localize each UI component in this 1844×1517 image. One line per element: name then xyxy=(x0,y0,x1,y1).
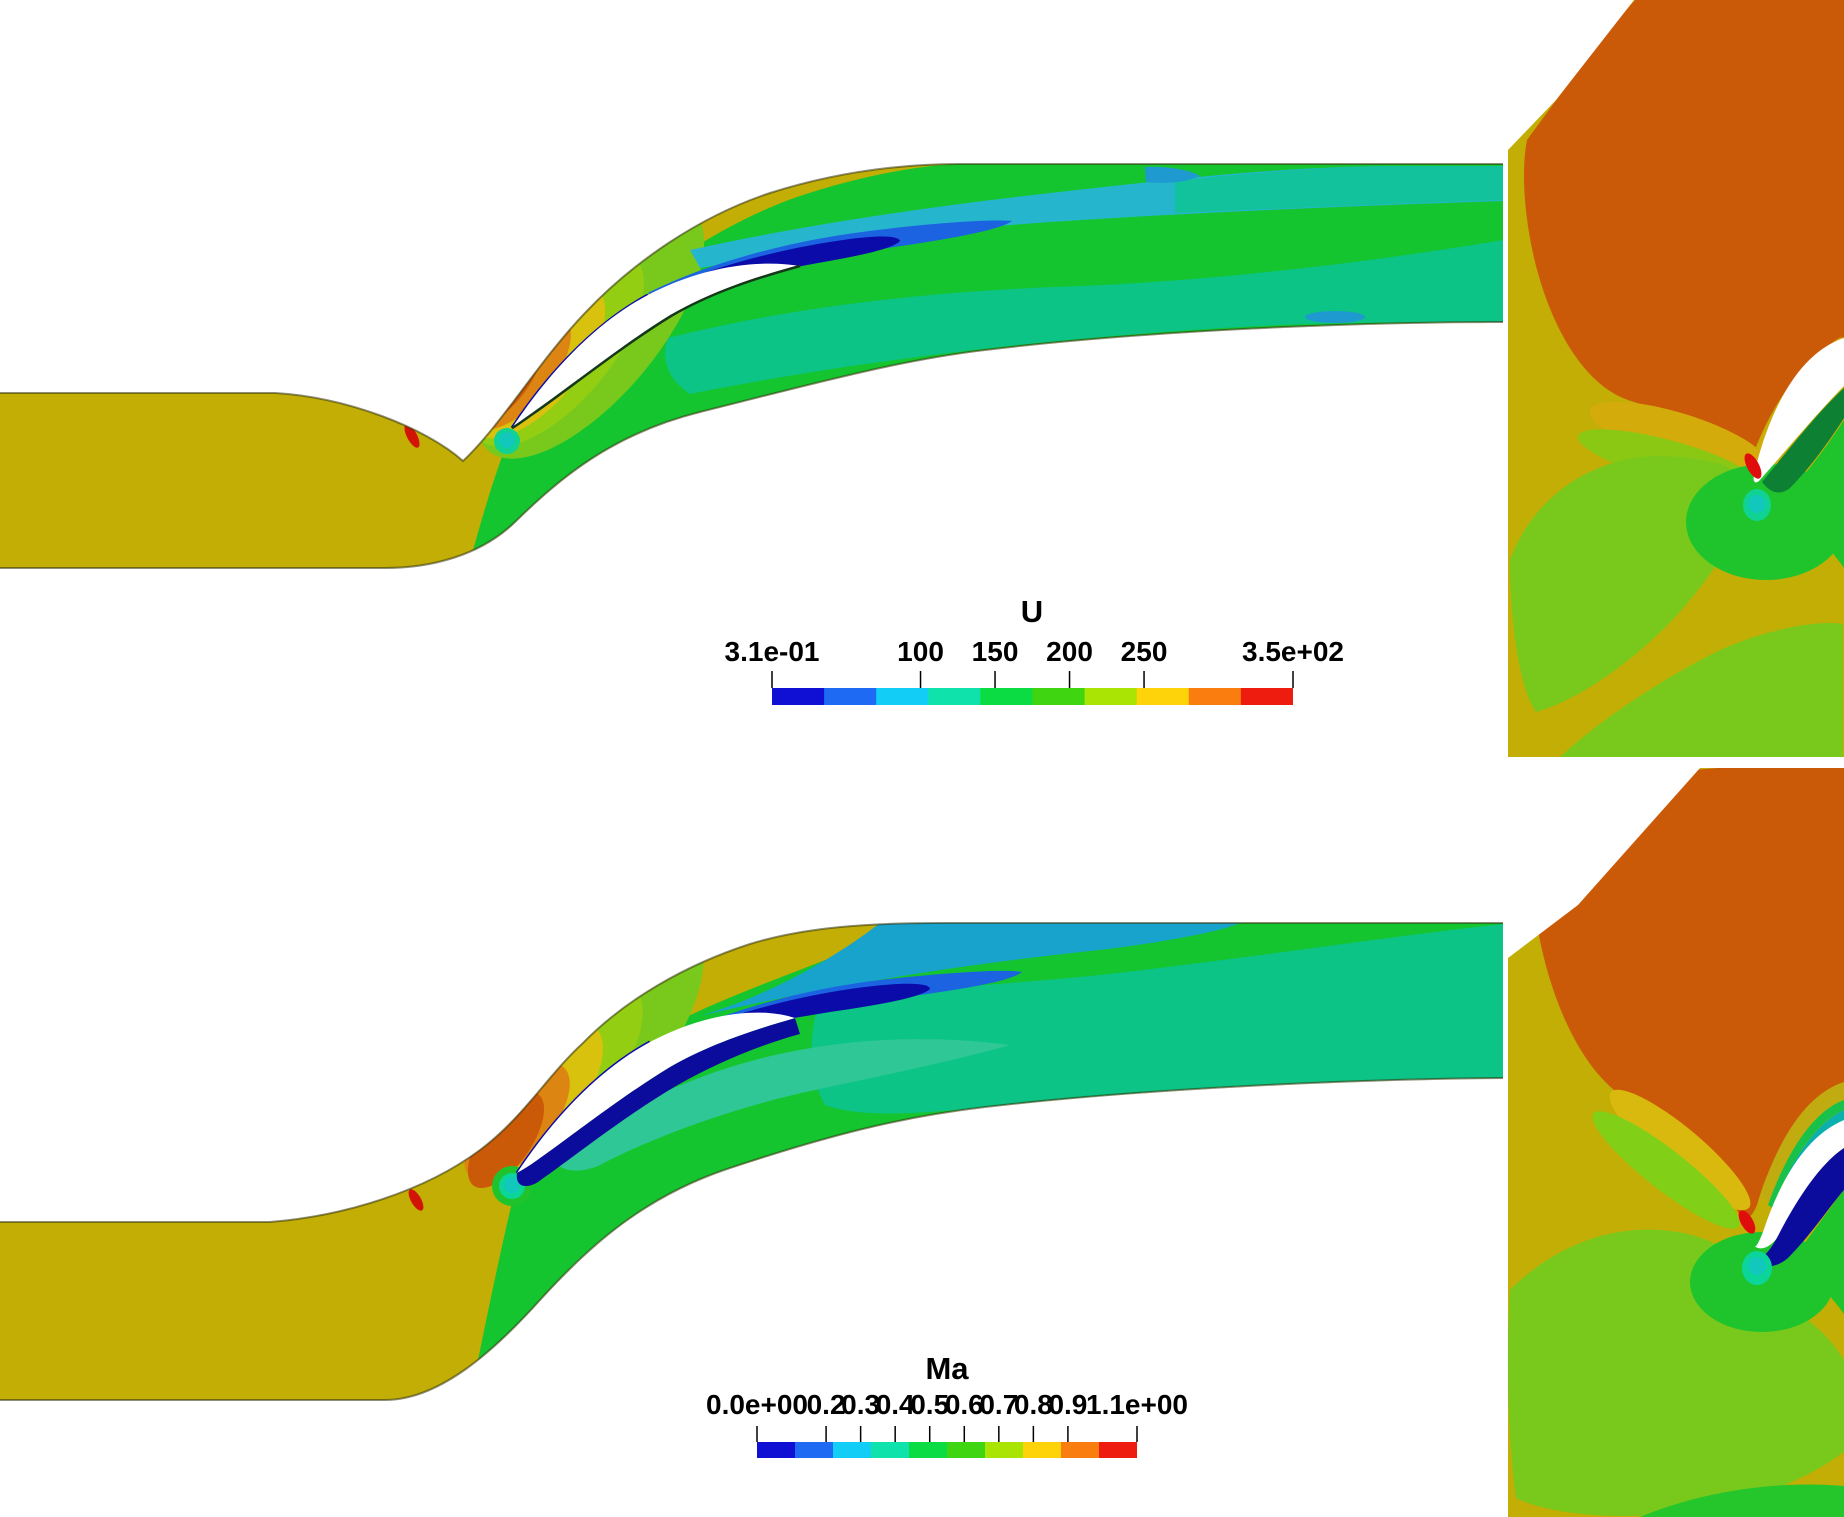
colorbar-segment xyxy=(795,1442,834,1458)
colorbar-tick-label: 0.8 xyxy=(1014,1389,1053,1420)
colorbar-ma-max-label: 1.1e+00 xyxy=(1086,1389,1188,1420)
colorbar-segment xyxy=(757,1442,796,1458)
zoom-green-region xyxy=(1686,464,1844,580)
top-wall-cyan-wedge xyxy=(700,923,1240,1016)
colorbar-u: U 3.1e-01 3.5e+02 100 150 200 250 xyxy=(725,594,1344,705)
wall-hotspot-red-ma xyxy=(408,1189,424,1211)
separation-blue-envelope-ma xyxy=(652,970,1022,1051)
upper-wake-teal-band xyxy=(1175,166,1503,213)
colorbar-segment xyxy=(947,1442,986,1458)
duct-lower-wall-line-ma xyxy=(0,1077,1504,1401)
zoom-blade-wedge xyxy=(1753,338,1844,483)
blade-airfoil-ma xyxy=(517,1012,795,1173)
zoom-blade-wedge-ma xyxy=(1754,1120,1844,1249)
colorbar-ma-title: Ma xyxy=(925,1351,969,1386)
zoom-yellow-green-band-ma xyxy=(1592,1111,1740,1229)
colorbar-tick-label: 0.3 xyxy=(841,1389,880,1420)
zoom-green-stripe xyxy=(1768,1100,1844,1209)
panel-gap-horizontal xyxy=(0,757,1844,768)
zoom-orange-region-ma xyxy=(1533,768,1844,1219)
zoom-le-teal-dot-ma xyxy=(1748,1257,1766,1275)
colorbar-tick-label: 0.9 xyxy=(1048,1389,1087,1420)
colorbar-segment xyxy=(871,1442,910,1458)
separation-navy-core-ma xyxy=(658,983,930,1050)
colorbar-segment xyxy=(1032,688,1086,705)
colorbar-segment xyxy=(1061,1442,1100,1458)
colorbar-segment xyxy=(985,1442,1024,1458)
duct-lower-wall-line xyxy=(0,321,1504,569)
zoom-white-corner xyxy=(1508,0,1634,150)
colorbar-tick-label: 0.4 xyxy=(876,1389,915,1420)
duct-upper-wall-line xyxy=(0,163,1503,463)
bottom-wall-blue-sliver xyxy=(1305,311,1365,323)
zoom-olive-stripe xyxy=(1760,1082,1844,1202)
zoom-white-corner-ma xyxy=(1508,768,1700,958)
blade-airfoil xyxy=(512,263,800,428)
colorbar-tick-label: 100 xyxy=(897,636,944,667)
colorbar-tick-label: 0.2 xyxy=(807,1389,846,1420)
colorbar-tick-label: 200 xyxy=(1046,636,1093,667)
wall-hotspot-red xyxy=(404,424,420,448)
zoom-navy-band-ma xyxy=(1755,1148,1844,1267)
colorbar-segment xyxy=(876,688,929,705)
le-teal-dot-ma xyxy=(504,1177,520,1193)
colorbar-tick-label: 0.5 xyxy=(910,1389,949,1420)
colorbar-u-min-label: 3.1e-01 xyxy=(725,636,820,667)
blade-pressure-dark-line xyxy=(511,264,801,430)
colorbar-tick-label: 0.6 xyxy=(945,1389,984,1420)
colorbar-segment xyxy=(1136,688,1190,705)
colorbar-segment xyxy=(1188,688,1242,705)
colorbar-segment xyxy=(1240,688,1293,705)
zoom-green-below-navy xyxy=(1790,1190,1844,1314)
separation-blue-envelope xyxy=(648,220,1012,300)
colorbar-u-max-label: 3.5e+02 xyxy=(1242,636,1344,667)
colorbar-tick-label: 150 xyxy=(972,636,1019,667)
colorbar-segment xyxy=(1023,1442,1062,1458)
colorbar-segment xyxy=(1099,1442,1137,1458)
lower-wake-teal-green xyxy=(664,240,1503,394)
colorbar-segment xyxy=(824,688,877,705)
colorbar-segment xyxy=(1084,688,1138,705)
zoom-green-bottom-strip xyxy=(1640,1484,1844,1517)
colorbar-segment xyxy=(980,688,1034,705)
colorbar-tick-label: 0.7 xyxy=(979,1389,1018,1420)
pressure-wake-light-teal xyxy=(552,1039,1010,1171)
colorbar-u-title: U xyxy=(1021,594,1043,629)
colorbar-segment xyxy=(909,1442,948,1458)
duct-upper-wall-line-ma xyxy=(0,922,1503,1223)
colorbar-tick-label: 250 xyxy=(1121,636,1168,667)
le-teal-dot xyxy=(499,432,515,448)
mach-zoom-panel xyxy=(1508,768,1844,1517)
stagnation-dark-orange-ma xyxy=(467,1091,545,1189)
zoom-yellow-band-ma xyxy=(1609,1089,1751,1211)
zoom-dark-green-stripe xyxy=(1762,388,1844,493)
right-teal-green-region xyxy=(811,924,1503,1114)
zoom-le-red-spot-ma xyxy=(1738,1210,1756,1234)
colorbar-segment xyxy=(772,688,825,705)
velocity-zoom-panel xyxy=(1508,0,1844,757)
zoom-yellow-band xyxy=(1589,401,1767,473)
colorbar-ma-min-label: 0.0e+00 xyxy=(706,1389,808,1420)
colorbar-ma: Ma 0.0e+00 1.1e+00 0.20.30.40.50.60.70.8… xyxy=(706,1351,1188,1458)
top-wall-blue-sliver xyxy=(1145,166,1200,183)
colorbar-segment xyxy=(928,688,982,705)
zoom-orange-region xyxy=(1523,0,1844,460)
zoom-le-teal-dot xyxy=(1748,495,1766,513)
zoom-light-green-lobe xyxy=(1560,623,1843,757)
colorbar-segment xyxy=(833,1442,872,1458)
blade-pressure-navy-band xyxy=(516,1018,800,1187)
zoom-le-red-spot xyxy=(1744,453,1762,479)
